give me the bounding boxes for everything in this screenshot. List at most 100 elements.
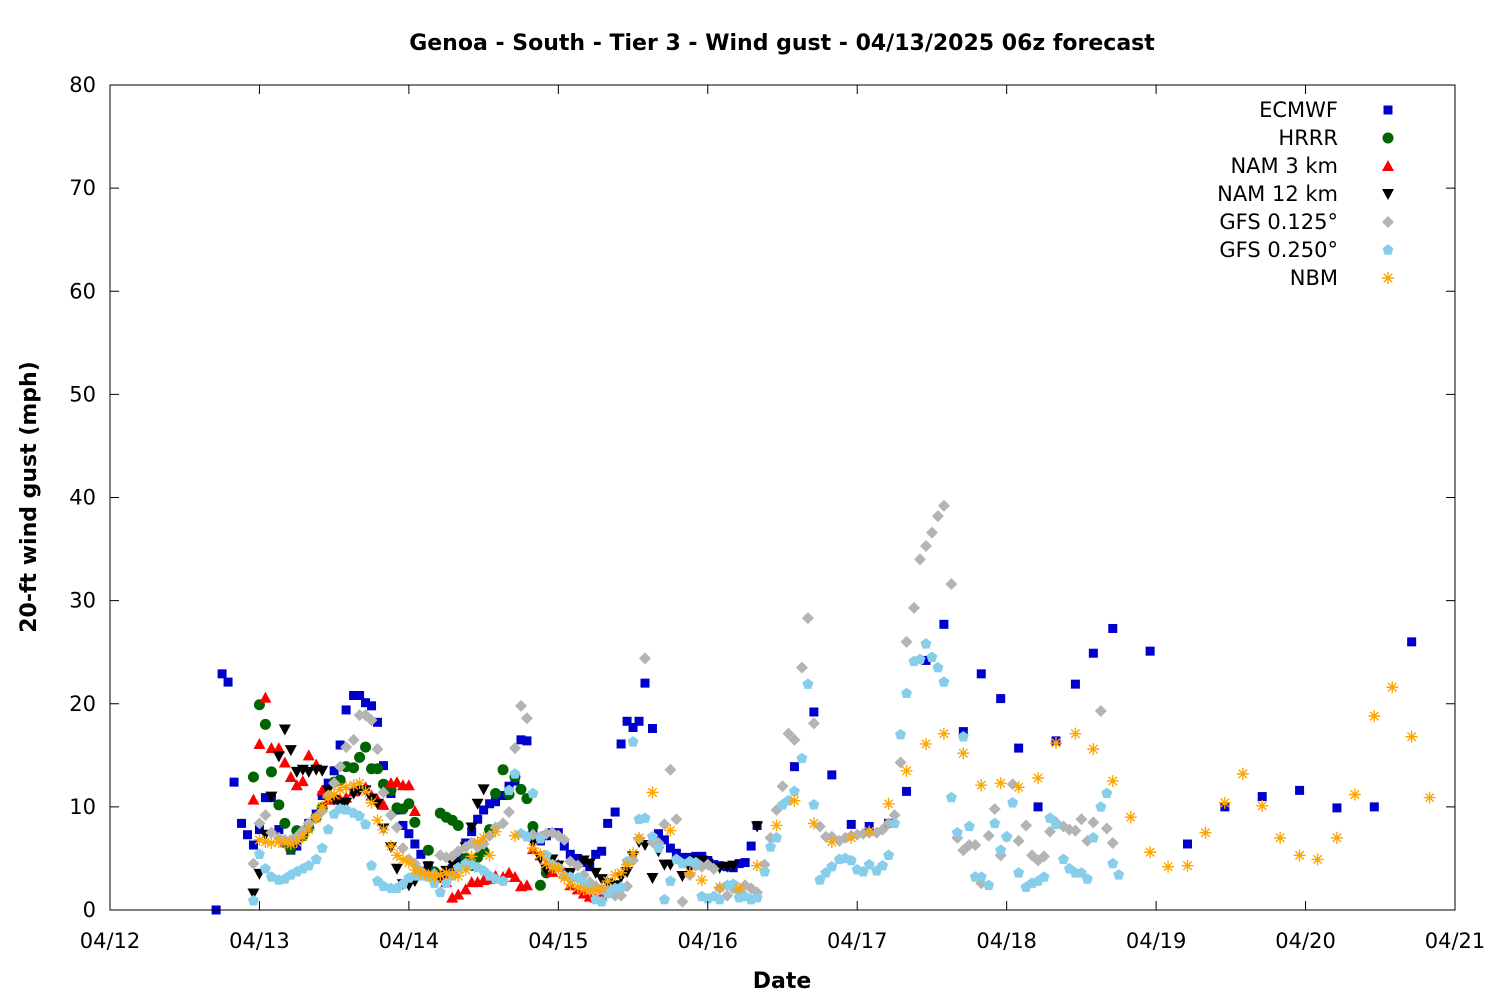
data-point: [589, 884, 602, 897]
data-point: [982, 829, 995, 842]
data-point: [664, 875, 676, 886]
data-point: [341, 705, 351, 715]
data-point: [355, 691, 365, 700]
data-point: [477, 784, 490, 796]
data-point: [1369, 802, 1379, 812]
data-point: [471, 798, 484, 810]
data-point: [1049, 736, 1062, 749]
data-point: [639, 652, 652, 665]
data-point: [1094, 704, 1107, 717]
data-point: [452, 888, 465, 900]
data-point: [646, 786, 659, 799]
data-point: [1075, 813, 1088, 826]
data-point: [945, 578, 958, 591]
data-point: [1095, 801, 1107, 812]
data-point: [1081, 873, 1093, 884]
data-point: [1332, 803, 1342, 813]
data-point: [776, 780, 789, 793]
data-point: [409, 816, 421, 828]
data-point: [558, 833, 571, 846]
data-point: [508, 742, 521, 755]
legend-marker: [1382, 132, 1394, 144]
data-point: [921, 655, 931, 665]
y-tick-label: 30: [69, 589, 96, 613]
data-point: [559, 841, 569, 851]
data-point: [422, 868, 435, 881]
data-point: [989, 817, 1001, 829]
data-point: [889, 817, 901, 829]
data-point: [522, 736, 532, 746]
data-point: [671, 848, 681, 858]
data-point: [237, 818, 247, 828]
data-point: [801, 612, 814, 625]
data-point: [428, 871, 441, 883]
data-point: [340, 797, 353, 809]
data-point: [396, 853, 409, 866]
data-point: [615, 866, 628, 879]
data-point: [1032, 772, 1045, 784]
data-point: [1256, 799, 1269, 812]
data-point: [1348, 788, 1361, 801]
legend-marker: [1382, 216, 1394, 228]
data-point: [609, 868, 622, 881]
data-point: [290, 835, 303, 848]
data-point: [571, 881, 584, 894]
data-point: [279, 817, 291, 829]
x-tick-label: 04/12: [80, 929, 141, 953]
data-point: [259, 862, 271, 874]
y-tick-label: 20: [69, 692, 96, 716]
data-point: [503, 866, 516, 878]
series-ecmwf: [211, 619, 1417, 915]
data-point: [360, 818, 372, 830]
data-point: [390, 849, 403, 862]
data-point: [759, 866, 771, 877]
data-point: [994, 777, 1007, 790]
data-point: [1075, 867, 1087, 878]
data-point: [939, 619, 949, 629]
data-point: [751, 859, 764, 872]
data-point: [302, 766, 315, 778]
data-point: [1101, 787, 1113, 799]
data-point: [490, 787, 502, 799]
data-point: [809, 707, 819, 717]
data-point: [402, 856, 415, 869]
data-point: [354, 810, 366, 821]
data-point: [483, 829, 496, 842]
data-point: [695, 874, 708, 887]
data-point: [497, 875, 509, 886]
data-point: [746, 841, 756, 851]
data-point: [808, 799, 820, 810]
data-point: [610, 807, 620, 817]
data-point: [1274, 831, 1287, 844]
data-point: [434, 886, 446, 898]
data-point: [514, 699, 527, 712]
data-point: [932, 661, 944, 673]
data-point: [503, 806, 516, 819]
data-point: [863, 825, 876, 838]
data-point: [577, 855, 590, 867]
data-point: [913, 553, 926, 566]
data-point: [497, 817, 510, 830]
data-point: [508, 871, 521, 882]
data-point: [796, 752, 808, 764]
data-point: [1218, 796, 1231, 809]
data-point: [316, 842, 328, 853]
data-point: [260, 793, 270, 803]
data-point: [571, 859, 584, 872]
data-point: [253, 848, 265, 859]
data-point: [1107, 857, 1119, 869]
data-point: [508, 829, 521, 842]
data-point: [634, 716, 644, 726]
x-tick-label: 04/17: [827, 929, 888, 953]
data-point: [384, 840, 397, 853]
data-point: [377, 823, 390, 836]
data-point: [895, 728, 907, 740]
data-point: [259, 835, 272, 848]
data-point: [322, 791, 335, 804]
x-tick-label: 04/18: [976, 929, 1037, 953]
data-point: [365, 714, 378, 727]
data-point: [334, 760, 347, 773]
y-tick-label: 40: [69, 486, 96, 510]
x-tick-label: 04/19: [1126, 929, 1187, 953]
data-point: [1001, 830, 1013, 842]
